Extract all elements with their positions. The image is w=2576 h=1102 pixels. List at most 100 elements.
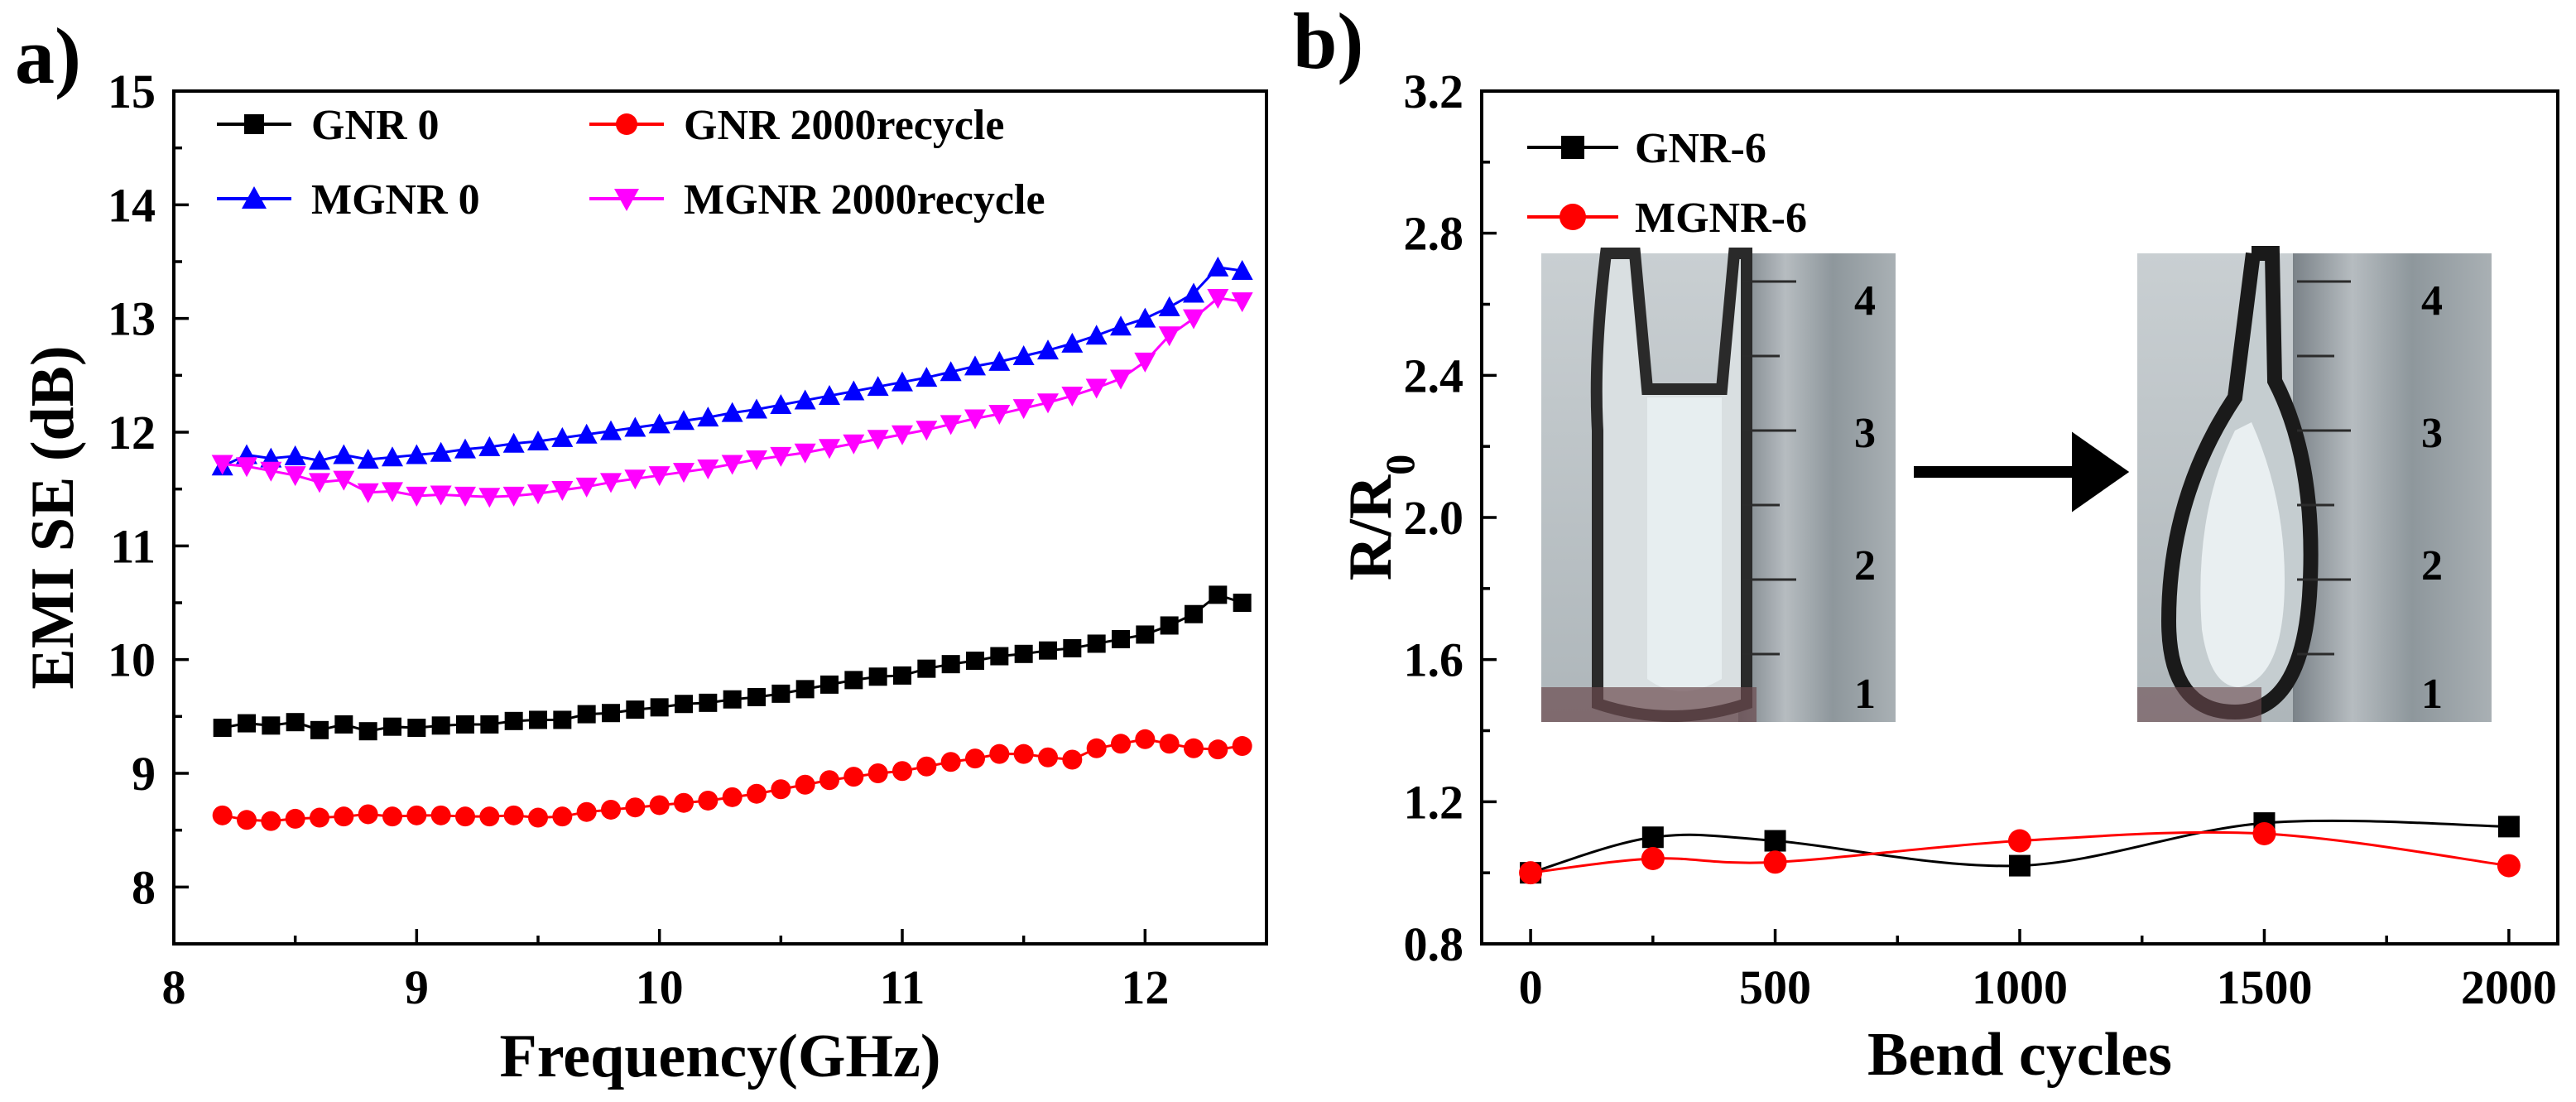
data-point — [794, 443, 816, 464]
data-point — [699, 693, 718, 712]
data-point — [1641, 847, 1665, 870]
data-point — [650, 698, 669, 717]
data-point — [358, 804, 378, 825]
panel-a: a) 8 9 10 11 12 8 9 10 11 12 13 14 15 GNR 0 GNR 2000… — [15, 12, 1268, 1090]
data-point — [697, 407, 719, 427]
data-point — [504, 711, 523, 730]
data-point — [1038, 747, 1058, 768]
panel-a-legend: GNR 0 GNR 2000recycle MGNR 0 MGNR 2000re… — [217, 102, 1045, 224]
data-point — [478, 488, 501, 508]
data-point — [964, 355, 986, 376]
data-point — [892, 425, 913, 445]
legend-marker-gnr6 — [1561, 136, 1584, 159]
data-point — [1764, 830, 1786, 852]
data-point — [747, 687, 766, 706]
series-line-0 — [222, 593, 1243, 733]
x-tick-label: 0 — [1519, 960, 1543, 1014]
data-point — [406, 486, 428, 507]
data-point — [1061, 332, 1084, 353]
data-point — [771, 684, 791, 703]
data-point — [454, 438, 476, 459]
data-point — [529, 710, 547, 729]
panel-a-xlabel: Frequency(GHz) — [500, 1023, 941, 1090]
y-tick-label: 11 — [110, 519, 156, 573]
data-point — [747, 783, 767, 804]
data-point — [1233, 594, 1252, 612]
data-point — [383, 717, 401, 736]
data-point — [648, 466, 670, 487]
data-point — [1232, 736, 1252, 757]
data-point — [600, 473, 622, 493]
data-point — [454, 486, 476, 507]
data-point — [478, 436, 501, 456]
y-tick-label: 13 — [108, 292, 156, 346]
right-arrow-icon — [1914, 431, 2130, 513]
data-point — [1037, 339, 1059, 360]
data-point — [771, 779, 791, 800]
data-point — [406, 805, 427, 825]
y-tick-label: 3.2 — [1404, 65, 1464, 118]
data-point — [1183, 282, 1204, 303]
data-point — [675, 695, 693, 714]
svg-text:4: 4 — [1854, 277, 1876, 325]
data-point — [1085, 378, 1108, 399]
legend-marker-gnr2000 — [616, 113, 637, 135]
data-point — [673, 410, 694, 431]
x-tick-label: 9 — [405, 960, 429, 1014]
data-point — [575, 477, 598, 498]
data-point — [553, 710, 572, 729]
data-point — [990, 647, 1009, 666]
y-tick-label: 15 — [108, 65, 156, 118]
data-point — [1014, 644, 1033, 663]
data-point — [770, 446, 792, 467]
data-point — [1135, 729, 1156, 749]
data-point — [989, 743, 1010, 764]
data-point — [697, 459, 719, 479]
data-point — [988, 405, 1011, 426]
data-point — [577, 705, 596, 724]
data-point — [1231, 259, 1253, 280]
data-point — [844, 671, 863, 690]
data-point — [819, 385, 840, 406]
x-tick-label: 11 — [880, 960, 925, 1014]
panel-a-label: a) — [15, 12, 81, 100]
data-point — [333, 470, 355, 491]
data-point — [626, 700, 645, 719]
svg-text:4: 4 — [2421, 277, 2443, 325]
data-point — [601, 799, 621, 820]
data-point — [262, 716, 281, 735]
data-point — [673, 463, 694, 484]
data-point — [602, 704, 620, 723]
data-point — [649, 795, 670, 816]
data-point — [941, 655, 960, 674]
data-point — [1110, 315, 1132, 336]
panel-a-frame — [172, 89, 1268, 946]
data-point — [358, 722, 377, 741]
data-point — [940, 361, 962, 382]
data-point — [723, 690, 742, 709]
data-point — [1063, 638, 1082, 657]
data-point — [480, 715, 499, 734]
data-point — [746, 398, 767, 419]
data-point — [310, 720, 329, 739]
y-tick-label: 10 — [108, 633, 156, 687]
data-point — [1207, 288, 1229, 309]
series-line-2 — [222, 266, 1242, 468]
legend-marker-mgnr0 — [242, 186, 267, 209]
data-point — [940, 415, 962, 436]
panel-b-series — [1519, 812, 2521, 885]
y-tick-label: 0.8 — [1404, 917, 1464, 971]
data-point — [1208, 739, 1228, 760]
data-point — [795, 680, 815, 699]
data-point — [576, 801, 597, 822]
data-point — [1207, 256, 1229, 277]
svg-text:1: 1 — [1854, 671, 1876, 718]
data-point — [284, 466, 306, 487]
x-tick-label: 1500 — [2216, 960, 2312, 1014]
x-tick-label: 1000 — [1972, 960, 2068, 1014]
data-point — [674, 792, 694, 813]
x-tick-label: 500 — [1739, 960, 1811, 1014]
data-point — [430, 441, 452, 462]
data-point — [795, 774, 815, 795]
